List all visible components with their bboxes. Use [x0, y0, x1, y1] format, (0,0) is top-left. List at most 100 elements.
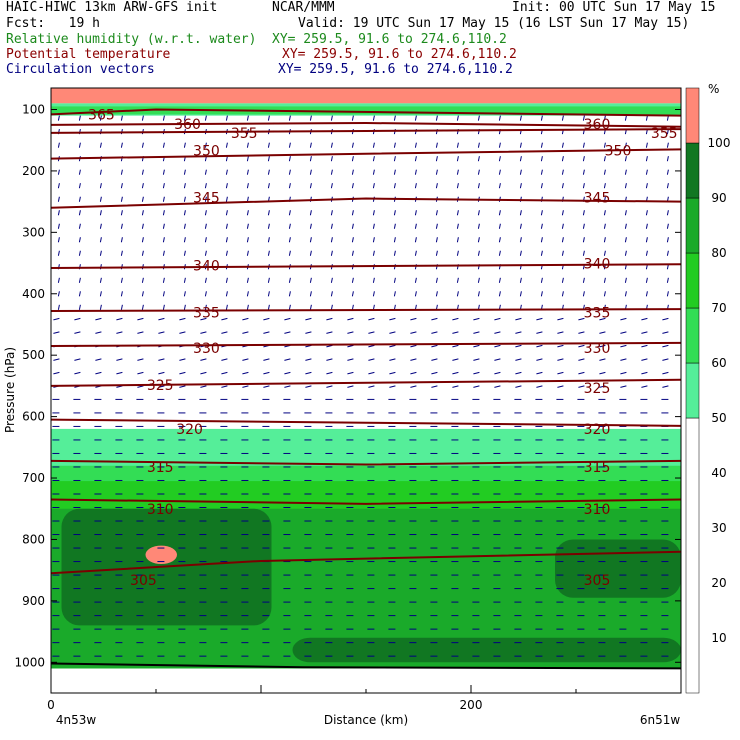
circulation-vector [536, 344, 543, 348]
circulation-vector [263, 331, 270, 334]
circulation-vector [494, 344, 501, 348]
circulation-vector [641, 371, 648, 375]
circulation-vector [540, 250, 543, 256]
circulation-vector [330, 210, 333, 216]
circulation-vector [246, 142, 249, 148]
isentrope-320 [51, 418, 681, 427]
circulation-vector [477, 223, 480, 229]
circulation-vector [389, 371, 396, 375]
circulation-vector [540, 291, 543, 297]
circulation-vector [645, 291, 648, 297]
circulation-vector [162, 304, 165, 310]
circulation-vector [309, 183, 312, 189]
circulation-vector [53, 371, 60, 375]
isentrope-305 [51, 550, 681, 575]
circulation-vector [309, 156, 312, 162]
circulation-vector [389, 317, 396, 321]
circulation-vector [582, 156, 585, 162]
circulation-vector [120, 169, 123, 175]
isentrope-label-365: 365 [88, 108, 115, 124]
circulation-vector [477, 210, 480, 216]
y-tick-label: 400 [22, 287, 45, 301]
circulation-vector [473, 331, 480, 334]
circulation-vector [305, 371, 312, 375]
circulation-vector [435, 156, 438, 162]
circulation-vector [351, 304, 354, 310]
circulation-vector [666, 291, 669, 297]
circulation-vector [225, 142, 228, 148]
circulation-vector [662, 331, 669, 334]
circulation-vector [78, 237, 81, 243]
circulation-vector [452, 344, 459, 348]
circulation-vector [582, 115, 585, 121]
circulation-vector [225, 156, 228, 162]
circulation-vector [95, 358, 102, 361]
circulation-vector [158, 358, 165, 361]
circulation-vector [162, 277, 165, 283]
org-label: NCAR/MMM [272, 0, 335, 15]
circulation-vector [372, 183, 375, 189]
circulation-vector [246, 250, 249, 256]
isentrope-label-355: 355 [651, 126, 678, 142]
colorbar-level-70 [685, 252, 700, 309]
circulation-vector [624, 223, 627, 229]
colorbar-tick-label: 90 [711, 191, 726, 205]
circulation-vector [330, 223, 333, 229]
circulation-vector [372, 223, 375, 229]
circulation-vector [225, 223, 228, 229]
circulation-vector [452, 358, 459, 361]
circulation-vector [99, 169, 102, 175]
circulation-vector [330, 250, 333, 256]
circulation-vector [393, 250, 396, 256]
circulation-vector [78, 250, 81, 256]
circulation-vector [414, 115, 417, 121]
circulation-vector [414, 250, 417, 256]
left-endpoint-label: 4n53w [56, 713, 97, 727]
circulation-vector [431, 344, 438, 348]
circulation-vector [347, 371, 354, 375]
circulation-vector [561, 169, 564, 175]
circulation-vector [473, 371, 480, 375]
circulation-vector [116, 371, 123, 375]
circulation-vector [78, 142, 81, 148]
circulation-vector [116, 358, 123, 361]
circulation-vector [246, 169, 249, 175]
circulation-vector [456, 169, 459, 175]
circulation-vector [477, 250, 480, 256]
y-tick-label: 700 [22, 471, 45, 485]
circulation-vector [456, 237, 459, 243]
colorbar-level-90 [685, 142, 700, 199]
circulation-vector [414, 291, 417, 297]
circulation-vector [372, 277, 375, 283]
circulation-vector [456, 115, 459, 121]
circulation-vector [57, 210, 60, 216]
isentrope-335 [51, 308, 681, 312]
circulation-vector [162, 196, 165, 202]
circulation-vector [393, 210, 396, 216]
circulation-vector [330, 304, 333, 310]
circulation-vector [557, 358, 564, 361]
circulation-vector [284, 331, 291, 334]
circulation-vector [456, 250, 459, 256]
circulation-vector [351, 237, 354, 243]
circulation-vector [431, 371, 438, 375]
circulation-vector [431, 385, 438, 388]
circulation-vector [120, 142, 123, 148]
colorbar-level-80 [685, 197, 700, 254]
circulation-vector [599, 371, 606, 375]
circulation-vector [372, 156, 375, 162]
circulation-vector [368, 344, 375, 348]
isentrope-label-320: 320 [176, 422, 203, 438]
circulation-vector [204, 115, 207, 121]
circulation-vector [435, 142, 438, 148]
field-vectors-label: Circulation vectors [6, 62, 155, 77]
isentrope-label-315: 315 [584, 460, 611, 476]
circulation-vector [351, 183, 354, 189]
circulation-vector [578, 385, 585, 388]
circulation-vector [603, 250, 606, 256]
circulation-vector [288, 291, 291, 297]
forecast-hour: Fcst: 19 h [6, 16, 100, 31]
circulation-vector [368, 385, 375, 388]
circulation-vector [515, 344, 522, 348]
circulation-vector [414, 210, 417, 216]
